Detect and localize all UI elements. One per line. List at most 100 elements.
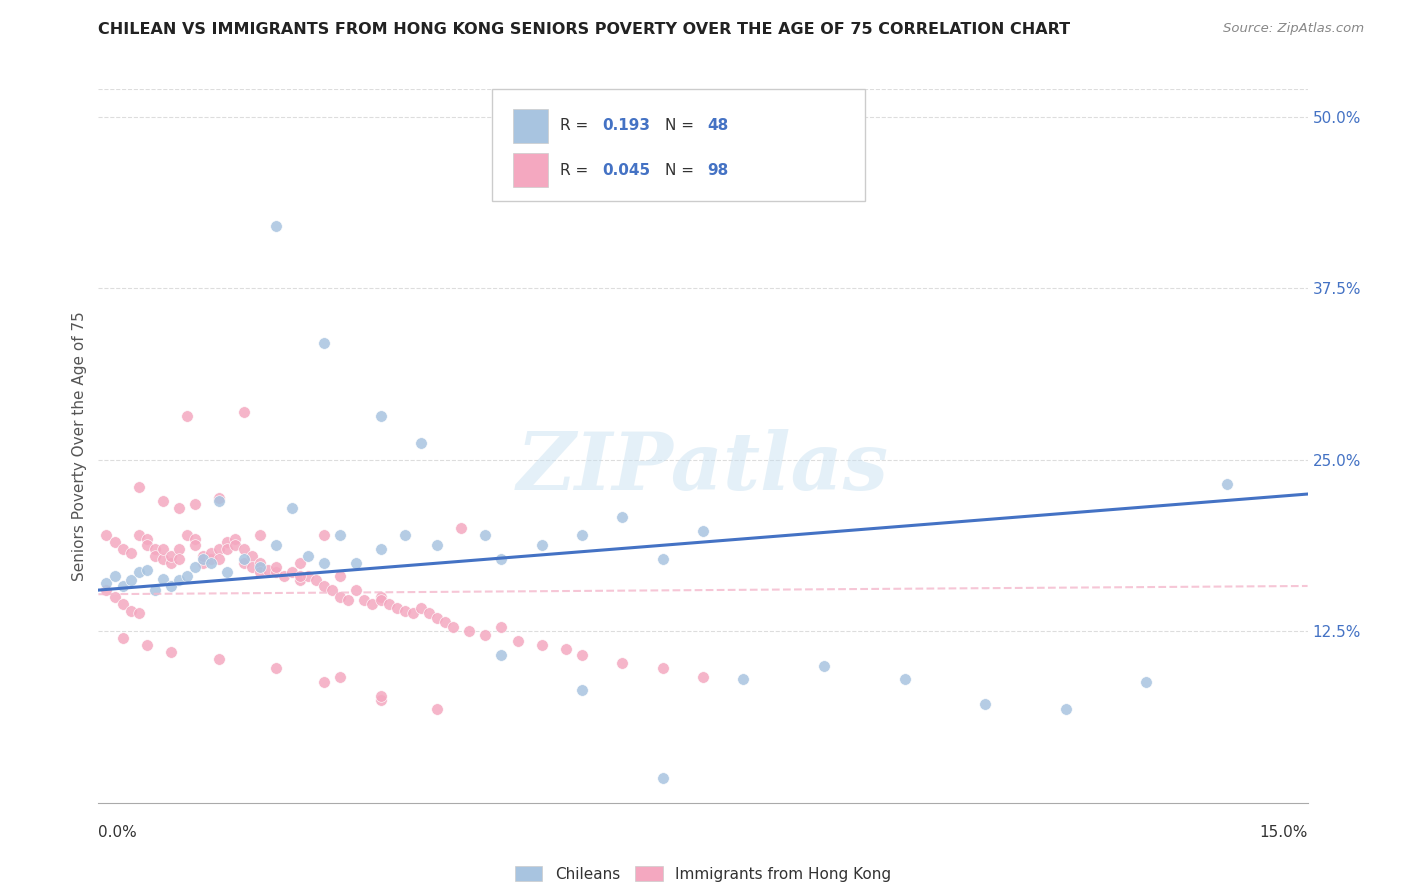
Text: 0.0%: 0.0% xyxy=(98,825,138,840)
Point xyxy=(217,566,239,580)
Point xyxy=(96,528,118,542)
Point xyxy=(152,494,174,508)
Point xyxy=(314,556,336,570)
Point xyxy=(208,551,231,566)
Point xyxy=(450,521,472,535)
Point xyxy=(491,620,513,634)
Point xyxy=(370,693,392,707)
Point xyxy=(152,541,174,556)
Point xyxy=(314,336,336,351)
Point xyxy=(128,607,150,621)
Text: Source: ZipAtlas.com: Source: ZipAtlas.com xyxy=(1223,22,1364,36)
Point xyxy=(160,645,183,659)
Point xyxy=(143,541,166,556)
Point xyxy=(135,533,157,547)
Point xyxy=(264,219,287,234)
Point xyxy=(974,697,997,711)
Point xyxy=(651,771,673,785)
Point xyxy=(288,574,311,588)
Point xyxy=(111,541,134,556)
Point xyxy=(167,541,190,556)
Point xyxy=(256,562,278,576)
Point xyxy=(208,651,231,665)
Point xyxy=(555,642,578,657)
Point xyxy=(96,576,118,591)
Point xyxy=(152,572,174,586)
Point xyxy=(120,546,142,560)
Text: 15.0%: 15.0% xyxy=(1260,825,1308,840)
Point xyxy=(224,538,246,552)
Point xyxy=(264,538,287,552)
Point xyxy=(370,689,392,703)
Point xyxy=(96,583,118,598)
Point xyxy=(692,524,714,538)
Point xyxy=(458,624,481,639)
Point xyxy=(184,559,207,574)
Point xyxy=(651,661,673,675)
Text: 48: 48 xyxy=(707,119,728,133)
Point xyxy=(418,607,440,621)
Point xyxy=(120,574,142,588)
Point xyxy=(160,579,183,593)
Point xyxy=(288,569,311,583)
Point xyxy=(217,541,239,556)
Point xyxy=(353,592,375,607)
Point xyxy=(160,549,183,563)
Point xyxy=(530,538,553,552)
Point xyxy=(297,549,319,563)
Point xyxy=(200,546,222,560)
Point xyxy=(167,574,190,588)
Y-axis label: Seniors Poverty Over the Age of 75: Seniors Poverty Over the Age of 75 xyxy=(72,311,87,581)
Point xyxy=(249,556,271,570)
Point xyxy=(249,559,271,574)
Point xyxy=(264,559,287,574)
Point xyxy=(377,597,399,611)
Point xyxy=(305,574,328,588)
Point xyxy=(813,658,835,673)
Point xyxy=(1054,702,1077,716)
Point xyxy=(135,638,157,652)
Point xyxy=(135,562,157,576)
Point xyxy=(491,648,513,662)
Point xyxy=(111,597,134,611)
Point xyxy=(152,551,174,566)
Point xyxy=(314,579,336,593)
Point xyxy=(297,569,319,583)
Point xyxy=(160,556,183,570)
Point xyxy=(273,569,295,583)
Text: 0.045: 0.045 xyxy=(602,163,650,178)
Text: R =: R = xyxy=(560,119,593,133)
Point xyxy=(329,528,352,542)
Point xyxy=(733,673,755,687)
Point xyxy=(143,549,166,563)
Point xyxy=(176,528,198,542)
Point xyxy=(135,538,157,552)
Text: N =: N = xyxy=(665,119,699,133)
Point xyxy=(530,638,553,652)
Point xyxy=(571,648,593,662)
Text: 0.193: 0.193 xyxy=(602,119,650,133)
Point xyxy=(193,556,215,570)
Point xyxy=(111,579,134,593)
Point xyxy=(314,675,336,690)
Point xyxy=(409,436,432,450)
Point xyxy=(193,549,215,563)
Point xyxy=(361,597,384,611)
Point xyxy=(193,551,215,566)
Point xyxy=(232,556,254,570)
Point xyxy=(240,549,263,563)
Point xyxy=(344,556,367,570)
Text: CHILEAN VS IMMIGRANTS FROM HONG KONG SENIORS POVERTY OVER THE AGE OF 75 CORRELAT: CHILEAN VS IMMIGRANTS FROM HONG KONG SEN… xyxy=(98,22,1070,37)
Point xyxy=(474,628,496,642)
Point xyxy=(385,601,408,615)
Point xyxy=(264,661,287,675)
Point xyxy=(176,409,198,423)
Point xyxy=(249,528,271,542)
Point xyxy=(103,569,125,583)
Point xyxy=(103,590,125,604)
Point xyxy=(111,631,134,645)
Point xyxy=(409,601,432,615)
Point xyxy=(370,590,392,604)
Point xyxy=(128,528,150,542)
Point xyxy=(474,528,496,542)
